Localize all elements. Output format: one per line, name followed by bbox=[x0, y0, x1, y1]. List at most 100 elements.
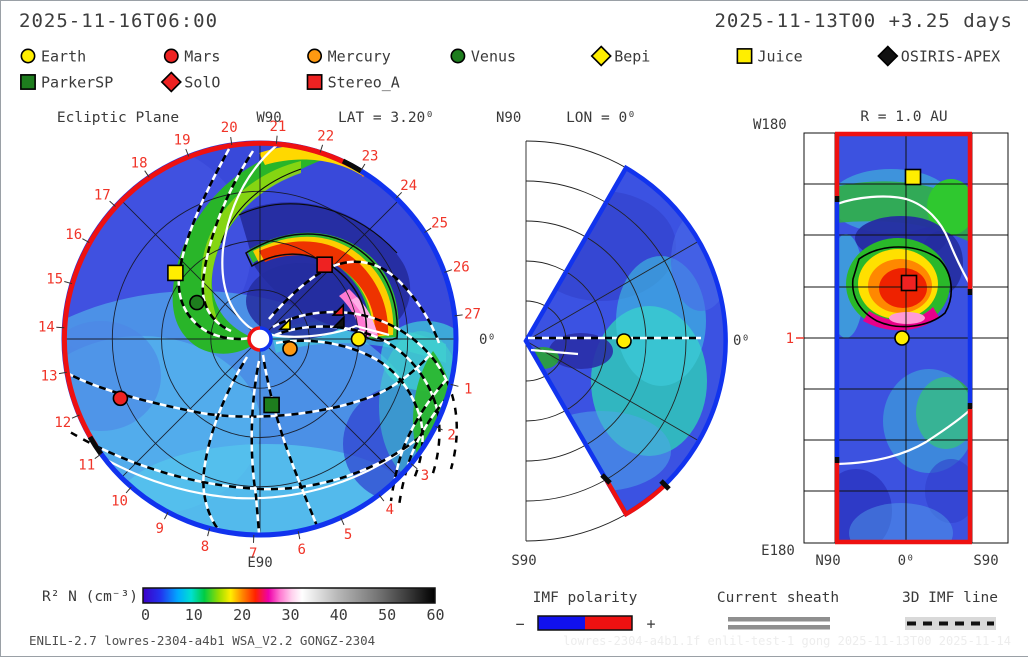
ecliptic-day-label: 9 bbox=[155, 521, 163, 537]
ecliptic-day-label: 20 bbox=[221, 120, 238, 136]
marker-parkersp bbox=[21, 75, 35, 89]
imf-positive-swatch bbox=[585, 616, 632, 630]
ecliptic-day-label: 10 bbox=[111, 493, 128, 509]
colorbar-tick-10: 10 bbox=[185, 606, 203, 624]
marker-juice bbox=[737, 49, 751, 63]
ecliptic-day-label: 8 bbox=[201, 539, 209, 555]
imf-minus-label: − bbox=[515, 615, 524, 633]
colorbar-tick-20: 20 bbox=[233, 606, 251, 624]
imf-3d-band bbox=[905, 617, 996, 630]
ecliptic-day-label: 15 bbox=[46, 272, 63, 288]
legend-item-osiris-apex: OSIRIS-APEX bbox=[878, 47, 1000, 66]
current-sheath-title: Current sheath bbox=[717, 590, 839, 606]
legend-item-bepi: Bepi bbox=[592, 47, 651, 66]
legend-item-label: Bepi bbox=[614, 48, 650, 66]
ecliptic-day-label: 18 bbox=[131, 155, 148, 171]
marker-mars bbox=[113, 391, 127, 405]
colorbar-label: R² N (cm⁻³) bbox=[42, 589, 138, 605]
meridional-title: LON = 0⁰ bbox=[566, 110, 636, 126]
current-sheath-line-2 bbox=[728, 625, 830, 630]
marker-stereo_a bbox=[902, 276, 917, 291]
ecliptic-day-label: 2 bbox=[447, 427, 455, 443]
ecliptic-day-label: 27 bbox=[464, 307, 481, 323]
radial-e180-label: E180 bbox=[761, 543, 795, 559]
legend-item-label: SolO bbox=[184, 74, 220, 92]
legend-item-label: Mars bbox=[184, 48, 220, 66]
legend-item-label: OSIRIS-APEX bbox=[901, 48, 1000, 66]
colorbar-tick-0: 0 bbox=[141, 606, 150, 624]
ecliptic-day-label: 24 bbox=[400, 178, 417, 194]
current-time-label: 2025-11-16T06:00 bbox=[19, 10, 218, 32]
ecliptic-day-tick bbox=[56, 327, 64, 328]
ecliptic-day-label: 23 bbox=[362, 149, 379, 165]
legend-item-label: Stereo_A bbox=[328, 74, 400, 92]
ecliptic-w90-label: W90 bbox=[256, 110, 281, 126]
meridional-spacecraft-markers bbox=[617, 334, 631, 348]
meridional-s90-label: S90 bbox=[511, 553, 536, 569]
imf-polarity-title: IMF polarity bbox=[533, 590, 638, 606]
legend-item-venus: Venus bbox=[451, 48, 516, 66]
radial-x-label: N90 bbox=[815, 553, 840, 569]
legend-item-label: Earth bbox=[41, 48, 86, 66]
meridional-n90-label: N90 bbox=[496, 110, 521, 126]
radial-title: R = 1.0 AU bbox=[860, 109, 947, 125]
imf-3d-title: 3D IMF line bbox=[902, 590, 998, 606]
ecliptic-day-label: 1 bbox=[464, 382, 472, 398]
marker-earth bbox=[21, 49, 34, 62]
colorbar-gradient bbox=[143, 588, 435, 603]
colorbar-tick-60: 60 bbox=[426, 606, 444, 624]
colorbar-tick-40: 40 bbox=[330, 606, 348, 624]
marker-osiris-apex bbox=[878, 47, 897, 66]
marker-mercury bbox=[308, 49, 321, 62]
marker-stereo_a bbox=[307, 75, 321, 89]
ecliptic-day-label: 13 bbox=[41, 368, 58, 384]
watermark-text: lowres-2304-a4b1.1f enlil-test-1 gong 20… bbox=[563, 634, 1011, 648]
current-sheath-line-1 bbox=[728, 617, 830, 622]
legend-item-label: Mercury bbox=[328, 48, 391, 66]
legend-item-label: Juice bbox=[758, 48, 803, 66]
marker-juice bbox=[168, 265, 183, 280]
ecliptic-day-label: 17 bbox=[94, 187, 111, 203]
imf-negative-swatch bbox=[538, 616, 585, 630]
ecliptic-day-label: 26 bbox=[453, 259, 470, 275]
marker-mercury bbox=[283, 342, 297, 356]
legend-item-mercury: Mercury bbox=[308, 48, 391, 66]
ecliptic-day-label: 16 bbox=[65, 227, 82, 243]
legend-item-earth: Earth bbox=[21, 48, 86, 66]
marker-earth bbox=[352, 332, 366, 346]
ecliptic-day-label: 4 bbox=[386, 502, 394, 518]
ecliptic-zero-deg-label: 0⁰ bbox=[479, 332, 496, 348]
radial-w180-label: W180 bbox=[753, 117, 787, 133]
ecliptic-day-tick bbox=[110, 201, 116, 206]
spacecraft-legend: Earth Mars Mercury Venus Bepi Juice OSIRIS-APE… bbox=[21, 47, 1000, 92]
ecliptic-day-label: 22 bbox=[317, 128, 334, 144]
legend-item-label: Venus bbox=[471, 48, 516, 66]
imf-3d-line-legend: 3D IMF line bbox=[902, 590, 998, 630]
legend-item-label: ParkerSP bbox=[41, 74, 113, 92]
current-sheath-legend: Current sheath bbox=[717, 590, 839, 630]
marker-earth bbox=[617, 334, 631, 348]
marker-bepi bbox=[592, 47, 611, 66]
imf-plus-label: + bbox=[646, 615, 655, 633]
ecliptic-e90-label: E90 bbox=[247, 555, 272, 571]
model-version-label: ENLIL-2.7 lowres-2304-a4b1 WSA_V2.2 GONG… bbox=[29, 633, 375, 648]
ecliptic-lat-label: LAT = 3.20⁰ bbox=[338, 110, 434, 126]
ecliptic-day-label: 6 bbox=[297, 542, 305, 558]
run-start-label: 2025-11-13T00 +3.25 days bbox=[714, 10, 1013, 32]
legend-item-mars: Mars bbox=[165, 48, 221, 66]
legend-item-solo: SolO bbox=[162, 73, 221, 92]
marker-parkersp bbox=[264, 398, 279, 413]
marker-stereo_a bbox=[317, 257, 332, 272]
marker-venus bbox=[190, 296, 204, 310]
ecliptic-day-label: 11 bbox=[78, 458, 95, 474]
marker-venus bbox=[451, 49, 464, 62]
ecliptic-day-tick bbox=[396, 192, 402, 198]
radial-day-tick-label: 1 bbox=[786, 331, 794, 347]
meridional-zero-deg-label: 0⁰ bbox=[733, 333, 750, 349]
ecliptic-day-label: 12 bbox=[54, 415, 71, 431]
marker-solo bbox=[162, 73, 181, 92]
radial-x-label: 0⁰ bbox=[898, 553, 915, 569]
